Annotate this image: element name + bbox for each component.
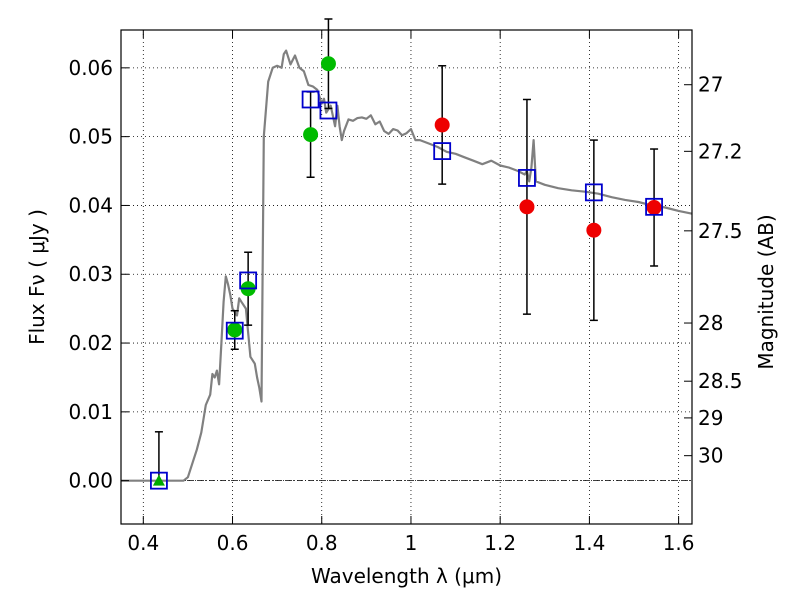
y-tick-label: 0.06 [68, 56, 113, 80]
y2-axis-label: Magnitude (AB) [754, 214, 778, 369]
x-tick-label: 1.2 [484, 531, 516, 555]
mag-tick-label: 28 [698, 311, 723, 335]
upper-limit-triangle [152, 474, 165, 486]
x-tick-label: 1 [405, 531, 418, 555]
y-tick-label: 0.01 [68, 400, 113, 424]
axis-ticks: 0.4 0.6 0.8 1 1.2 1.4 1.6 0.00 0.01 0.02 0.03 0.04 0… [68, 30, 743, 555]
mag-tick-label: 28.5 [698, 369, 743, 393]
x-tick-label: 0.8 [306, 531, 338, 555]
measured-flux-point [227, 322, 243, 338]
measured-flux-point [519, 199, 535, 215]
grid [121, 30, 692, 524]
model-band-square [584, 183, 603, 202]
model-band-square [150, 471, 168, 490]
y-tick-label: 0.03 [68, 262, 113, 286]
plot-frame [120, 29, 693, 525]
mag-tick-label: 27.2 [698, 139, 743, 163]
model-spectrum-line [121, 49, 693, 482]
measured-flux-point [320, 56, 336, 72]
model-band-square [645, 197, 663, 216]
y-tick-label: 0.00 [68, 469, 113, 493]
model-band-square [319, 101, 338, 120]
measured-flux-point [586, 222, 602, 238]
x-axis-label: Wavelength λ (μm) [311, 564, 502, 588]
y-tick-label: 0.02 [68, 331, 113, 355]
model-band-square [239, 271, 258, 290]
mag-tick-label: 29 [698, 406, 723, 430]
model-band-square [301, 90, 320, 109]
x-tick-label: 0.6 [217, 531, 249, 555]
measured-flux-point [646, 200, 662, 216]
y-tick-label: 0.05 [68, 125, 113, 149]
measured-flux-point [434, 117, 450, 133]
model-band-square [433, 142, 452, 160]
y-tick-label: 0.04 [68, 193, 113, 217]
model-band-square [225, 321, 244, 340]
mag-tick-label: 30 [698, 444, 723, 468]
mag-tick-label: 27.5 [698, 219, 743, 243]
y-axis-label: Flux Fν ( μJy ) [25, 209, 49, 345]
x-tick-label: 1.6 [663, 531, 695, 555]
mag-tick-label: 27 [698, 73, 723, 97]
x-tick-label: 0.4 [127, 531, 159, 555]
data-marks [150, 18, 663, 490]
model-band-square [518, 169, 536, 187]
measured-flux-point [303, 127, 319, 143]
x-tick-label: 1.4 [573, 531, 605, 555]
